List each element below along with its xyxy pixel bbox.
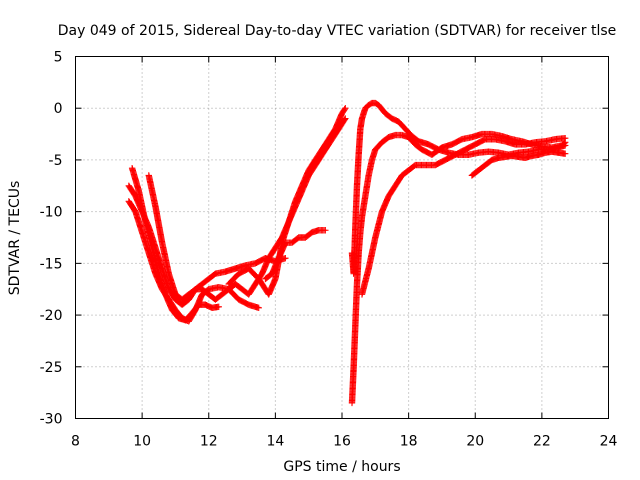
series-track-i [358, 135, 569, 298]
y-tick-label: -5 [49, 153, 63, 169]
y-tick-label: 5 [54, 50, 63, 66]
y-tick-label: -20 [40, 308, 63, 324]
x-tick-label: 24 [600, 434, 618, 450]
y-tick-label: -30 [40, 412, 63, 428]
x-axis-label: GPS time / hours [283, 459, 400, 475]
data-point [341, 106, 348, 113]
data-point [282, 254, 289, 262]
data-point [342, 105, 349, 112]
series-track-e [225, 115, 349, 298]
y-tick-label: -10 [40, 205, 63, 221]
series-track-d [145, 105, 349, 303]
data-point [561, 150, 569, 157]
x-tick-label: 18 [400, 434, 418, 450]
data-point [341, 116, 348, 123]
series-track-c [125, 198, 262, 325]
y-tick-label: -15 [40, 256, 63, 272]
data-point [342, 115, 349, 122]
x-tick-label: 12 [200, 434, 218, 450]
data-point [215, 303, 222, 310]
x-tick-label: 16 [333, 434, 351, 450]
data-point [561, 135, 569, 142]
y-tick-label: -25 [40, 360, 63, 376]
x-tick-label: 20 [466, 434, 484, 450]
x-tick-label: 22 [533, 434, 551, 450]
x-tick-label: 8 [71, 434, 80, 450]
series-track-j [468, 148, 569, 179]
series-track-f [262, 227, 329, 283]
data-point [322, 227, 329, 234]
y-tick-label: 0 [54, 101, 63, 117]
data-point [255, 304, 262, 312]
marks-layer [125, 99, 569, 407]
series-track-g [348, 99, 569, 277]
x-tick-label: 14 [266, 434, 284, 450]
series-track-h [348, 130, 569, 407]
x-tick-label: 10 [133, 434, 151, 450]
y-axis-label: SDTVAR / TECUs [7, 181, 23, 296]
chart-title: Day 049 of 2015, Sidereal Day-to-day VTE… [58, 23, 617, 39]
ticks-layer: 8 10 12 14 16 18 20 22 24 -30 -25 -20 -15 -10 -5 0 5 [40, 50, 618, 450]
